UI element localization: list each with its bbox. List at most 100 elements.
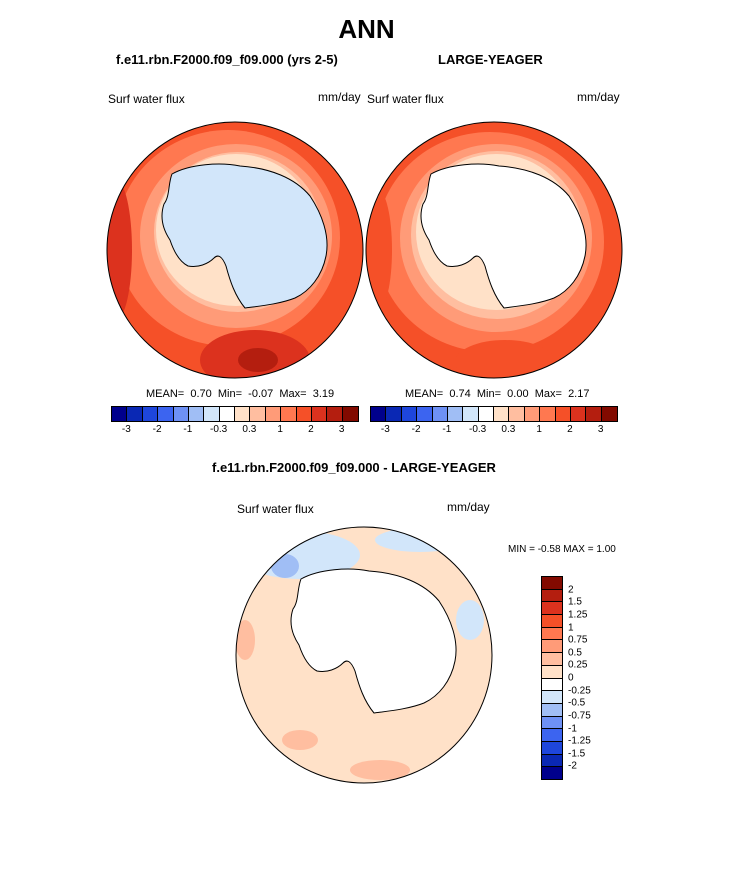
- colorbar-tick-label: 0.25: [568, 659, 588, 671]
- colorbar-tick-label: -2: [568, 760, 577, 772]
- colorbar-swatch: [342, 407, 358, 421]
- colorbar-tick-label: 0.3: [501, 424, 516, 435]
- right-min-label: Min=: [476, 388, 502, 400]
- right-max-label: Max=: [534, 388, 562, 400]
- right-panel-title: LARGE-YEAGER: [438, 52, 543, 67]
- right-mean-value: 0.74: [449, 388, 471, 400]
- left-min-value: -0.07: [248, 388, 274, 400]
- diff-map: [235, 526, 493, 784]
- colorbar-swatch: [586, 407, 602, 421]
- right-stats: MEAN= 0.74 Min= 0.00 Max= 2.17: [405, 388, 589, 400]
- colorbar-tick-label: 1: [277, 424, 283, 435]
- colorbar-swatch: [540, 407, 556, 421]
- diff-minmax: MIN = -0.58 MAX = 1.00: [508, 544, 616, 555]
- colorbar-swatch: [447, 407, 464, 421]
- colorbar-swatch: [386, 407, 402, 421]
- colorbar-tick-label: -0.3: [469, 424, 487, 435]
- colorbar-swatch: [142, 407, 159, 421]
- right-colorbar: [370, 406, 618, 422]
- colorbar-swatch: [542, 716, 562, 730]
- colorbar-tick-label: -3: [380, 424, 390, 435]
- colorbar-tick-label: 2: [308, 424, 314, 435]
- colorbar-swatch: [204, 407, 220, 421]
- colorbar-swatch: [542, 589, 562, 603]
- colorbar-swatch: [542, 741, 562, 755]
- colorbar-swatch: [542, 754, 562, 768]
- colorbar-tick-label: -0.3: [210, 424, 228, 435]
- colorbar-swatch: [494, 407, 510, 421]
- colorbar-swatch: [188, 407, 205, 421]
- right-variable-label: Surf water flux: [367, 92, 444, 106]
- colorbar-tick-label: 0.3: [242, 424, 257, 435]
- colorbar-swatch: [173, 407, 189, 421]
- colorbar-tick-label: 2: [568, 584, 574, 596]
- colorbar-swatch: [542, 615, 562, 628]
- colorbar-tick-label: 1.5: [568, 596, 582, 608]
- colorbar-swatch: [432, 407, 448, 421]
- colorbar-swatch: [570, 407, 587, 421]
- diff-panel-title: f.e11.rbn.F2000.f09_f09.000 - LARGE-YEAG…: [212, 460, 496, 475]
- colorbar-tick-label: 0: [568, 672, 574, 684]
- colorbar-tick-label: 2: [567, 424, 573, 435]
- left-mean-value: 0.70: [190, 388, 212, 400]
- colorbar-tick-label: -0.25: [568, 685, 591, 697]
- diff-units-label: mm/day: [447, 500, 490, 514]
- colorbar-tick-label: -3: [121, 424, 131, 435]
- colorbar-swatch: [555, 407, 571, 421]
- left-units-label: mm/day: [318, 90, 361, 104]
- colorbar-tick-label: -1: [568, 723, 577, 734]
- colorbar-tick-label: -0.5: [568, 697, 586, 709]
- colorbar-swatch: [158, 407, 174, 421]
- colorbar-swatch: [371, 407, 387, 421]
- right-map: [365, 121, 623, 379]
- colorbar-tick-label: 3: [597, 424, 604, 435]
- colorbar-swatch: [311, 407, 328, 421]
- colorbar-swatch: [112, 407, 128, 421]
- colorbar-swatch: [542, 577, 562, 590]
- colorbar-swatch: [542, 653, 562, 666]
- colorbar-swatch: [463, 407, 479, 421]
- figure-title: ANN: [338, 14, 395, 44]
- colorbar-swatch: [401, 407, 418, 421]
- colorbar-tick-label: -2: [411, 424, 421, 435]
- colorbar-tick-label: 1: [568, 622, 574, 633]
- colorbar-tick-label: -1.25: [568, 735, 591, 747]
- colorbar-swatch: [542, 678, 562, 692]
- colorbar-tick-label: 0.5: [568, 647, 582, 659]
- colorbar-swatch: [542, 767, 562, 779]
- colorbar-swatch: [296, 407, 312, 421]
- colorbar-tick-label: -1: [442, 424, 452, 435]
- colorbar-tick-label: 0.75: [568, 634, 588, 646]
- right-max-value: 2.17: [568, 388, 590, 400]
- colorbar-swatch: [542, 703, 562, 717]
- colorbar-swatch: [542, 627, 562, 641]
- diff-colorbar: [541, 576, 563, 780]
- colorbar-swatch: [542, 691, 562, 704]
- colorbar-tick-label: 1: [536, 424, 542, 435]
- colorbar-swatch: [542, 665, 562, 679]
- colorbar-swatch: [250, 407, 266, 421]
- colorbar-swatch: [601, 407, 617, 421]
- left-mean-label: MEAN=: [146, 388, 185, 400]
- colorbar-swatch: [219, 407, 235, 421]
- diff-variable-label: Surf water flux: [237, 502, 314, 516]
- colorbar-tick-label: -2: [152, 424, 162, 435]
- colorbar-swatch: [542, 729, 562, 742]
- right-min-value: 0.00: [507, 388, 529, 400]
- colorbar-swatch: [542, 602, 562, 616]
- left-panel-title: f.e11.rbn.F2000.f09_f09.000 (yrs 2-5): [116, 52, 338, 67]
- colorbar-swatch: [417, 407, 433, 421]
- left-stats: MEAN= 0.70 Min= -0.07 Max= 3.19: [146, 388, 334, 400]
- left-max-label: Max=: [279, 388, 307, 400]
- colorbar-tick-label: -0.75: [568, 710, 591, 722]
- left-min-label: Min=: [217, 388, 243, 400]
- colorbar-swatch: [235, 407, 251, 421]
- colorbar-swatch: [478, 407, 494, 421]
- colorbar-swatch: [281, 407, 297, 421]
- colorbar-swatch: [524, 407, 541, 421]
- left-map: [106, 121, 364, 379]
- colorbar-tick-label: 1.25: [568, 609, 588, 621]
- left-colorbar: [111, 406, 359, 422]
- right-units-label: mm/day: [577, 90, 620, 104]
